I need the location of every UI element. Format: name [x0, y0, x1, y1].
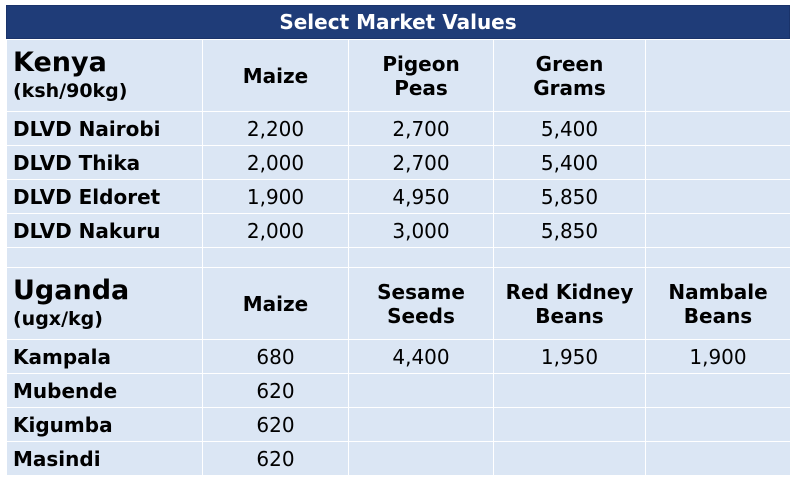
- value-cell: 3,000: [348, 213, 494, 248]
- value-cell: 620: [202, 407, 349, 442]
- location-cell: Mubende: [6, 373, 203, 408]
- uganda-country-name: Uganda: [13, 274, 130, 306]
- value-cell: [645, 145, 791, 180]
- uganda-unit: (ugx/kg): [13, 307, 103, 330]
- value-cell: 680: [202, 339, 349, 374]
- location-cell: DLVD Nakuru: [6, 213, 203, 248]
- spacer-cell: [493, 247, 646, 268]
- value-cell: 4,400: [348, 339, 494, 374]
- kenya-country-cell: Kenya (ksh/90kg): [6, 39, 203, 112]
- uganda-country-cell: Uganda (ugx/kg): [6, 267, 203, 340]
- value-cell: 1,900: [645, 339, 791, 374]
- uganda-col-header: Sesame Seeds: [348, 267, 494, 340]
- value-cell: 5,850: [493, 179, 646, 214]
- market-values-panel: Select Market Values Kenya (ksh/90kg) Ma…: [6, 5, 791, 476]
- value-cell: 620: [202, 373, 349, 408]
- value-cell: [348, 441, 494, 476]
- value-cell: 5,400: [493, 111, 646, 146]
- uganda-col-header: Maize: [202, 267, 349, 340]
- value-cell: 2,700: [348, 145, 494, 180]
- kenya-header-row: Kenya (ksh/90kg) Maize Pigeon Peas Green…: [6, 39, 791, 112]
- location-cell: DLVD Eldoret: [6, 179, 203, 214]
- value-cell: 2,000: [202, 145, 349, 180]
- table-row: DLVD Eldoret 1,900 4,950 5,850: [6, 179, 791, 214]
- kenya-col-header: [645, 39, 791, 112]
- value-cell: 5,400: [493, 145, 646, 180]
- value-cell: 1,900: [202, 179, 349, 214]
- kenya-col-header: Pigeon Peas: [348, 39, 494, 112]
- value-cell: 5,850: [493, 213, 646, 248]
- location-cell: DLVD Thika: [6, 145, 203, 180]
- value-cell: [645, 111, 791, 146]
- value-cell: [645, 179, 791, 214]
- location-cell: Masindi: [6, 441, 203, 476]
- table-row: Masindi 620: [6, 441, 791, 476]
- uganda-col-header: Nambale Beans: [645, 267, 791, 340]
- value-cell: 2,700: [348, 111, 494, 146]
- value-cell: 4,950: [348, 179, 494, 214]
- value-cell: 2,000: [202, 213, 349, 248]
- table-row: DLVD Nairobi 2,200 2,700 5,400: [6, 111, 791, 146]
- value-cell: [348, 407, 494, 442]
- value-cell: [348, 373, 494, 408]
- value-cell: 2,200: [202, 111, 349, 146]
- kenya-col-header: Maize: [202, 39, 349, 112]
- value-cell: 1,950: [493, 339, 646, 374]
- value-cell: [493, 407, 646, 442]
- spacer-cell: [645, 247, 791, 268]
- uganda-header-row: Uganda (ugx/kg) Maize Sesame Seeds Red K…: [6, 267, 791, 340]
- location-cell: Kigumba: [6, 407, 203, 442]
- spacer-cell: [348, 247, 494, 268]
- table-title: Select Market Values: [6, 5, 790, 39]
- value-cell: [493, 441, 646, 476]
- kenya-col-header: Green Grams: [493, 39, 646, 112]
- table-row: Kampala 680 4,400 1,950 1,900: [6, 339, 791, 374]
- section-spacer-row: [6, 247, 791, 268]
- value-cell: [645, 213, 791, 248]
- location-cell: DLVD Nairobi: [6, 111, 203, 146]
- uganda-col-header: Red Kidney Beans: [493, 267, 646, 340]
- market-values-table: Kenya (ksh/90kg) Maize Pigeon Peas Green…: [6, 39, 791, 476]
- table-row: DLVD Nakuru 2,000 3,000 5,850: [6, 213, 791, 248]
- table-row: DLVD Thika 2,000 2,700 5,400: [6, 145, 791, 180]
- value-cell: [645, 441, 791, 476]
- value-cell: [645, 407, 791, 442]
- kenya-country-name: Kenya: [13, 46, 107, 78]
- value-cell: [645, 373, 791, 408]
- location-cell: Kampala: [6, 339, 203, 374]
- table-row: Mubende 620: [6, 373, 791, 408]
- spacer-cell: [202, 247, 349, 268]
- value-cell: [493, 373, 646, 408]
- spacer-cell: [6, 247, 203, 268]
- value-cell: 620: [202, 441, 349, 476]
- kenya-unit: (ksh/90kg): [13, 79, 128, 102]
- table-row: Kigumba 620: [6, 407, 791, 442]
